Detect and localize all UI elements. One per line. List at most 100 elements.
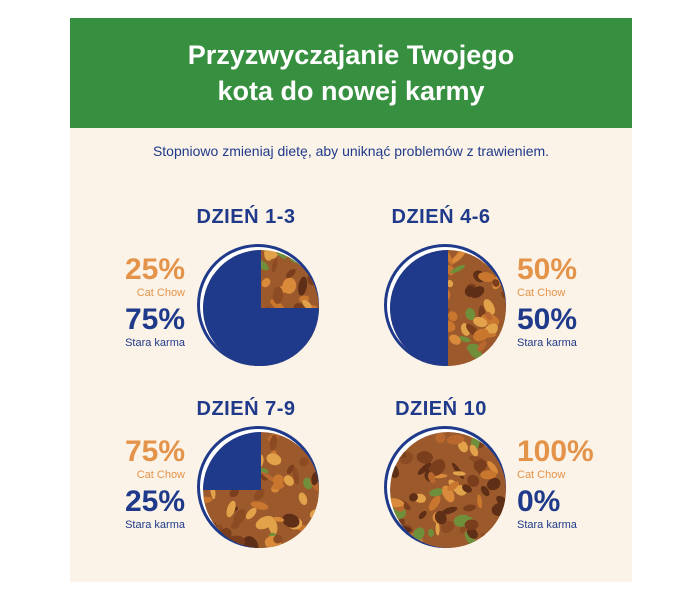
food-chunk	[298, 276, 308, 296]
food-chunk	[203, 496, 213, 504]
food-chunk	[292, 467, 300, 485]
food-chunk	[409, 493, 418, 502]
title-banner: Przyzwyczajanie Twojego kota do nowej ka…	[70, 18, 632, 128]
stage-3-new-percent: 75%	[124, 435, 185, 468]
food-chunk	[457, 440, 469, 453]
food-chunk	[285, 268, 296, 279]
food-chunk	[203, 254, 218, 270]
food-chunk	[250, 501, 269, 510]
food-chunk	[478, 272, 496, 283]
food-chunk	[441, 506, 458, 515]
stage-1-pie	[197, 244, 319, 366]
pie-svg	[203, 432, 319, 548]
old-food-wedge	[203, 432, 261, 490]
food-chunk	[418, 510, 427, 520]
food-chunk	[477, 340, 487, 352]
food-chunk	[399, 355, 409, 366]
food-chunk	[314, 449, 319, 457]
food-chunk	[466, 343, 480, 352]
food-chunk	[312, 532, 319, 541]
food-chunk	[390, 342, 399, 355]
food-chunk	[465, 308, 476, 321]
food-chunk	[308, 438, 319, 450]
food-chunk	[447, 311, 458, 322]
food-chunk	[452, 471, 466, 476]
food-chunk	[496, 495, 506, 508]
food-chunk	[446, 434, 465, 445]
stage-3-old-percent: 25%	[124, 485, 185, 518]
food-chunk	[203, 432, 211, 450]
food-chunk	[272, 474, 284, 486]
food-chunk	[470, 286, 485, 299]
food-chunk	[226, 500, 236, 518]
food-chunk	[204, 358, 214, 365]
stage-2-old-percent: 50%	[517, 303, 578, 336]
food-chunk	[298, 295, 310, 303]
food-chunk	[446, 280, 454, 288]
pie-svg	[390, 250, 506, 366]
food-chunk	[282, 277, 297, 294]
food-chunk	[473, 328, 489, 342]
stage-4-day-label: DZIEŃ 10	[395, 398, 487, 420]
food-chunk	[435, 432, 446, 444]
stage-2-stats: 50% Cat Chow 50% Stara karma	[517, 254, 637, 350]
food-chunk	[311, 252, 319, 270]
food-chunk	[486, 477, 501, 491]
pie-svg	[390, 432, 506, 548]
stage-3-stats: 75% Cat Chow 25% Stara karma	[65, 436, 185, 532]
stage-1-new-label: Cat Chow	[136, 287, 185, 299]
food-chunk	[261, 277, 271, 288]
food-chunk	[213, 251, 220, 267]
stage-1-old-percent: 75%	[124, 303, 185, 336]
stage-2-pie	[384, 244, 506, 366]
food-chunk	[473, 316, 488, 328]
food-chunk	[399, 433, 409, 449]
food-chunk	[286, 464, 295, 474]
food-chunk	[466, 527, 478, 539]
food-chunk	[282, 513, 300, 528]
stage-4-new-label: Cat Chow	[517, 469, 566, 481]
food-chunk	[416, 451, 433, 464]
stage-4-old-percent: 0%	[517, 485, 561, 518]
food-chunk	[298, 432, 310, 438]
stage-2-new-label: Cat Chow	[517, 287, 566, 299]
stage-1-stats: 25% Cat Chow 75% Stara karma	[65, 254, 185, 350]
food-chunk	[450, 264, 466, 274]
food-chunk	[487, 460, 498, 474]
stage-2-new-percent: 50%	[517, 253, 578, 286]
food-chunk	[428, 495, 441, 511]
food-chunk	[450, 250, 466, 265]
food-chunk	[390, 531, 396, 540]
food-chunk	[283, 475, 294, 486]
stage-4-old-label: Stara karma	[517, 519, 577, 531]
food-chunk	[429, 488, 444, 497]
food-chunk	[255, 515, 275, 530]
food-chunk	[480, 486, 490, 497]
food-chunk	[462, 484, 472, 493]
food-chunk	[469, 444, 479, 457]
pie-svg	[203, 250, 319, 366]
food-chunk	[273, 516, 285, 522]
food-chunk	[311, 472, 319, 486]
stage-3-day-label: DZIEŃ 7-9	[196, 398, 296, 420]
old-food-wedge	[203, 250, 319, 366]
stage-1-new-percent: 25%	[124, 253, 185, 286]
food-chunk	[449, 334, 461, 345]
food-chunk	[440, 520, 455, 533]
food-chunk	[394, 541, 403, 548]
food-chunk	[301, 433, 314, 442]
food-chunk	[302, 299, 312, 310]
food-chunk	[245, 507, 257, 520]
food-chunk	[485, 311, 493, 321]
food-chunk	[428, 528, 435, 538]
food-chunk	[271, 258, 278, 273]
food-chunk	[203, 348, 216, 365]
page-title: Przyzwyczajanie Twojego kota do nowej ka…	[151, 37, 551, 109]
old-food-wedge	[390, 250, 448, 366]
food-chunk	[477, 494, 483, 509]
food-chunk	[483, 299, 495, 315]
title-line-1: Przyzwyczajanie Twojego	[187, 40, 515, 70]
title-line-2: kota do nowej karmy	[217, 76, 485, 106]
food-chunk	[272, 286, 284, 304]
food-chunk	[269, 434, 278, 451]
